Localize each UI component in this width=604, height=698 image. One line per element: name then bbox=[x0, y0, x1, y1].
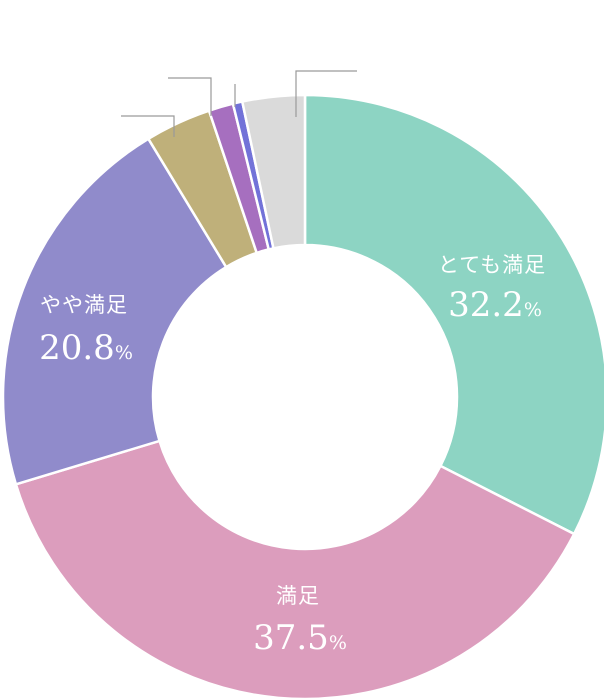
label-slice-3: やや満足 20.8% bbox=[39, 293, 133, 368]
leader-line-slice-4 bbox=[121, 115, 175, 137]
slice-2-name: 満足 bbox=[276, 584, 320, 608]
donut-slice-7 bbox=[240, 93, 307, 250]
donut-slices bbox=[1, 93, 604, 698]
slice-3-unit: % bbox=[115, 342, 133, 364]
slice-3-value-text: 20.8% bbox=[39, 328, 133, 368]
leader-line-slice-5 bbox=[168, 77, 212, 116]
slice-1-name: とても満足 bbox=[438, 253, 546, 277]
donut-slice-3 bbox=[1, 137, 228, 486]
slice-3-value: 20.8 bbox=[39, 328, 115, 368]
slice-1-value-text: 32.2% bbox=[448, 285, 542, 325]
leader-line-slice-7 bbox=[295, 70, 357, 117]
donut-slice-2 bbox=[14, 439, 576, 698]
donut-slice-1 bbox=[303, 93, 604, 536]
slice-1-unit: % bbox=[524, 299, 542, 321]
slice-2-value: 37.5 bbox=[253, 618, 329, 658]
slice-2-value-text: 37.5% bbox=[253, 618, 347, 658]
slice-1-value: 32.2 bbox=[448, 285, 524, 325]
label-slice-2: 満足 37.5% bbox=[253, 584, 347, 658]
leader-lines bbox=[121, 70, 357, 137]
label-slice-1: とても満足 32.2% bbox=[438, 253, 546, 325]
slice-2-unit: % bbox=[329, 632, 347, 654]
slice-3-name: やや満足 bbox=[40, 293, 128, 317]
